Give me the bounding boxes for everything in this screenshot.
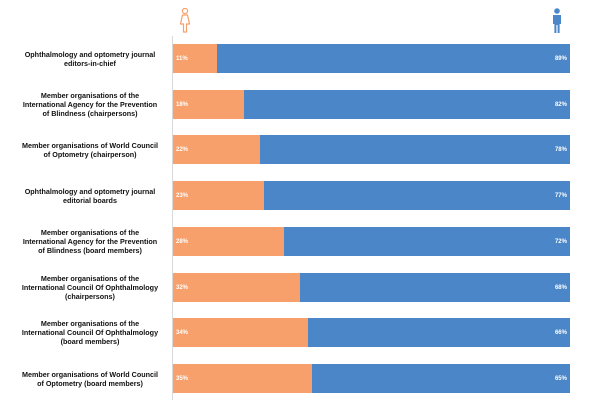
male-share-bar: 82% — [244, 90, 570, 119]
data-label: 34% — [176, 329, 189, 336]
data-label: 35% — [176, 375, 189, 382]
data-label: 23% — [176, 192, 189, 199]
data-label: 32% — [176, 284, 189, 291]
male-share-bar: 68% — [300, 273, 570, 302]
female-share-bar: 11% — [173, 44, 217, 73]
category-label: Member organisations of the Internationa… — [21, 274, 159, 301]
male-share-bar: 66% — [307, 318, 570, 347]
data-label: 89% — [554, 55, 567, 62]
data-label: 78% — [554, 146, 567, 153]
data-label: 18% — [176, 101, 189, 108]
category-label: Ophthalmology and optometry journal edit… — [24, 49, 156, 68]
female-share-bar: 35% — [173, 364, 312, 393]
male-share-bar: 65% — [311, 364, 570, 393]
data-label: 11% — [176, 55, 188, 62]
female-share-bar: 34% — [173, 318, 308, 347]
male-share-bar: 77% — [264, 181, 570, 210]
data-label: 22% — [176, 146, 189, 153]
data-label: 28% — [176, 238, 189, 245]
category-label: Member organisations of the Internationa… — [21, 319, 159, 346]
male-share-bar: 72% — [284, 227, 570, 256]
female-share-bar: 32% — [173, 273, 301, 302]
category-label: Ophthalmology and optometry journal edit… — [24, 186, 156, 205]
male-share-bar: 78% — [260, 135, 570, 164]
data-label: 66% — [554, 329, 567, 336]
male-icon — [553, 8, 561, 33]
category-label: Member organisations of World Council of… — [21, 140, 159, 159]
female-share-bar: 28% — [173, 227, 285, 256]
female-share-bar: 22% — [173, 135, 261, 164]
male-share-bar: 89% — [216, 44, 570, 73]
category-label: Member organisations of the Internationa… — [22, 91, 158, 118]
category-label: Member organisations of World Council of… — [21, 369, 159, 388]
female-share-bar: 18% — [173, 90, 245, 119]
data-label: 68% — [554, 284, 567, 291]
chart-axis-line — [172, 36, 173, 400]
data-label: 65% — [554, 375, 567, 382]
category-label: Member organisations of the Internationa… — [22, 228, 158, 255]
data-label: 77% — [554, 192, 567, 199]
data-label: 82% — [554, 101, 567, 108]
data-label: 72% — [554, 238, 567, 245]
female-icon — [179, 8, 191, 33]
female-share-bar: 23% — [173, 181, 265, 210]
